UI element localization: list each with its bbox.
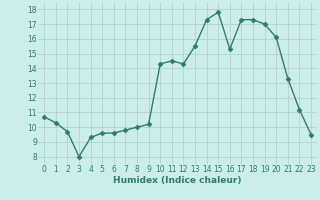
X-axis label: Humidex (Indice chaleur): Humidex (Indice chaleur) bbox=[113, 176, 242, 185]
